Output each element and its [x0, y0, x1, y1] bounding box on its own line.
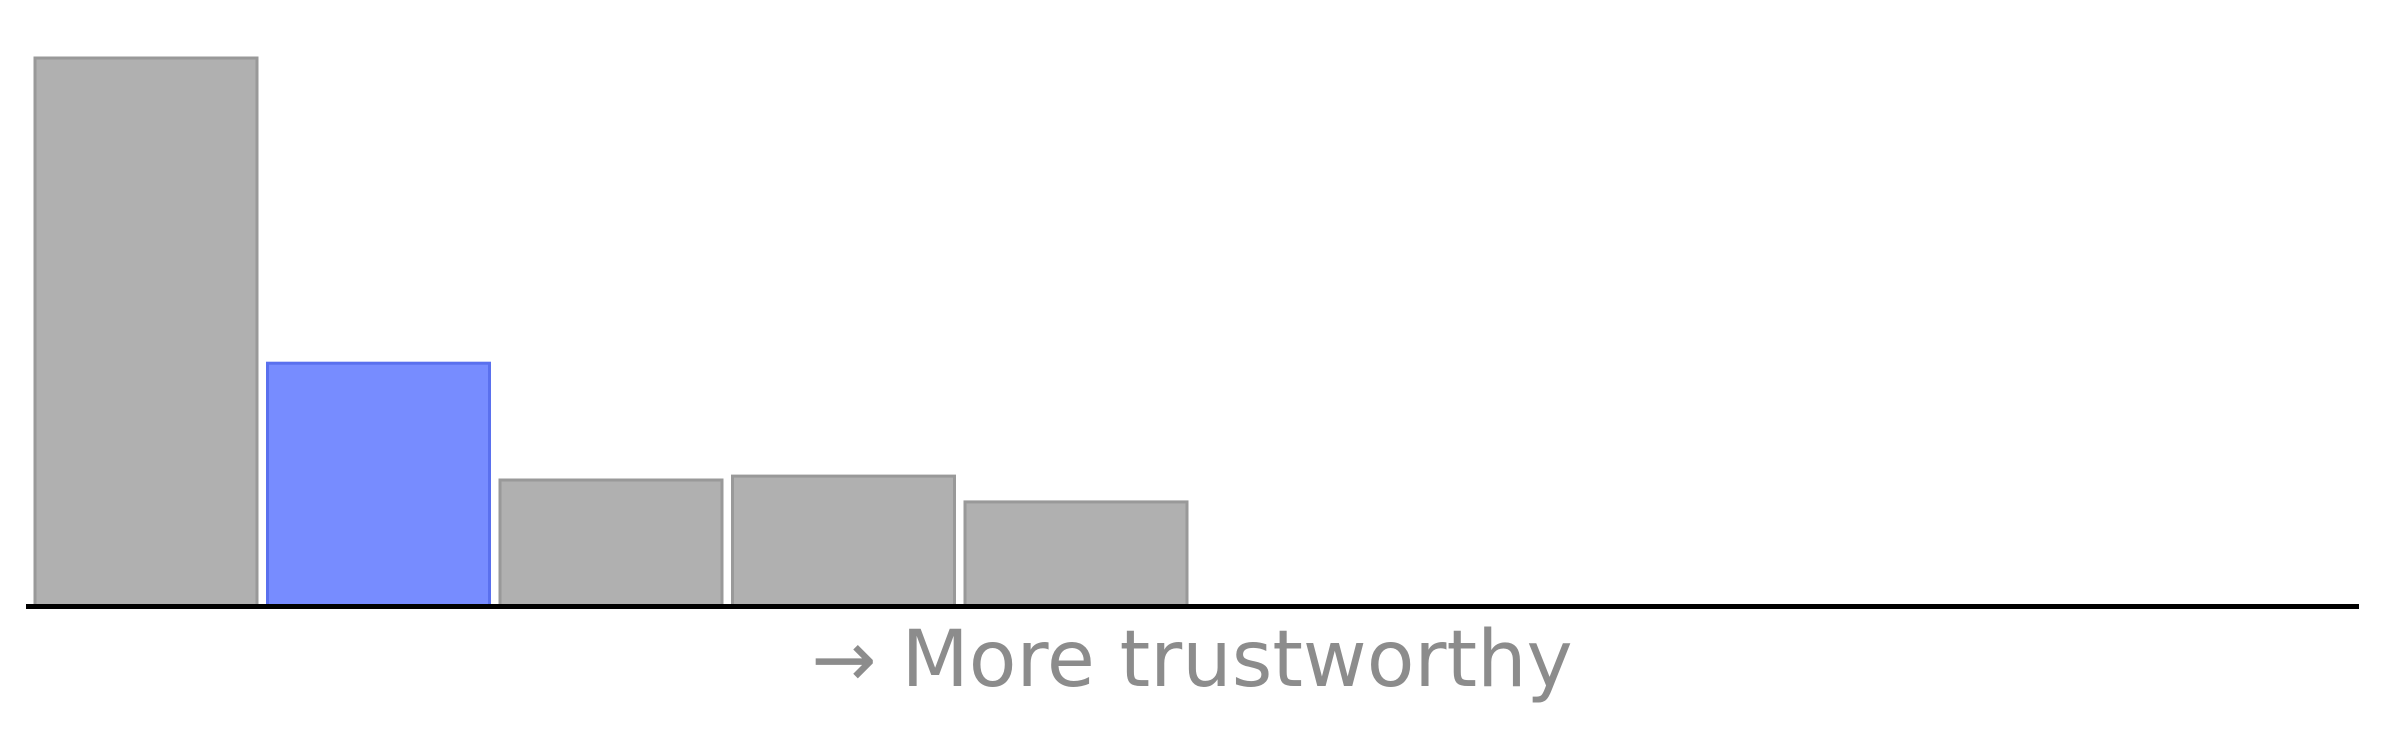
bar: [33, 56, 259, 608]
bar: [498, 478, 724, 608]
bars-group: [33, 56, 1189, 608]
x-axis-label: → More trustworthy: [811, 615, 1572, 705]
bar: [731, 474, 956, 608]
bar: [963, 500, 1189, 608]
bar-highlighted: [266, 361, 491, 608]
